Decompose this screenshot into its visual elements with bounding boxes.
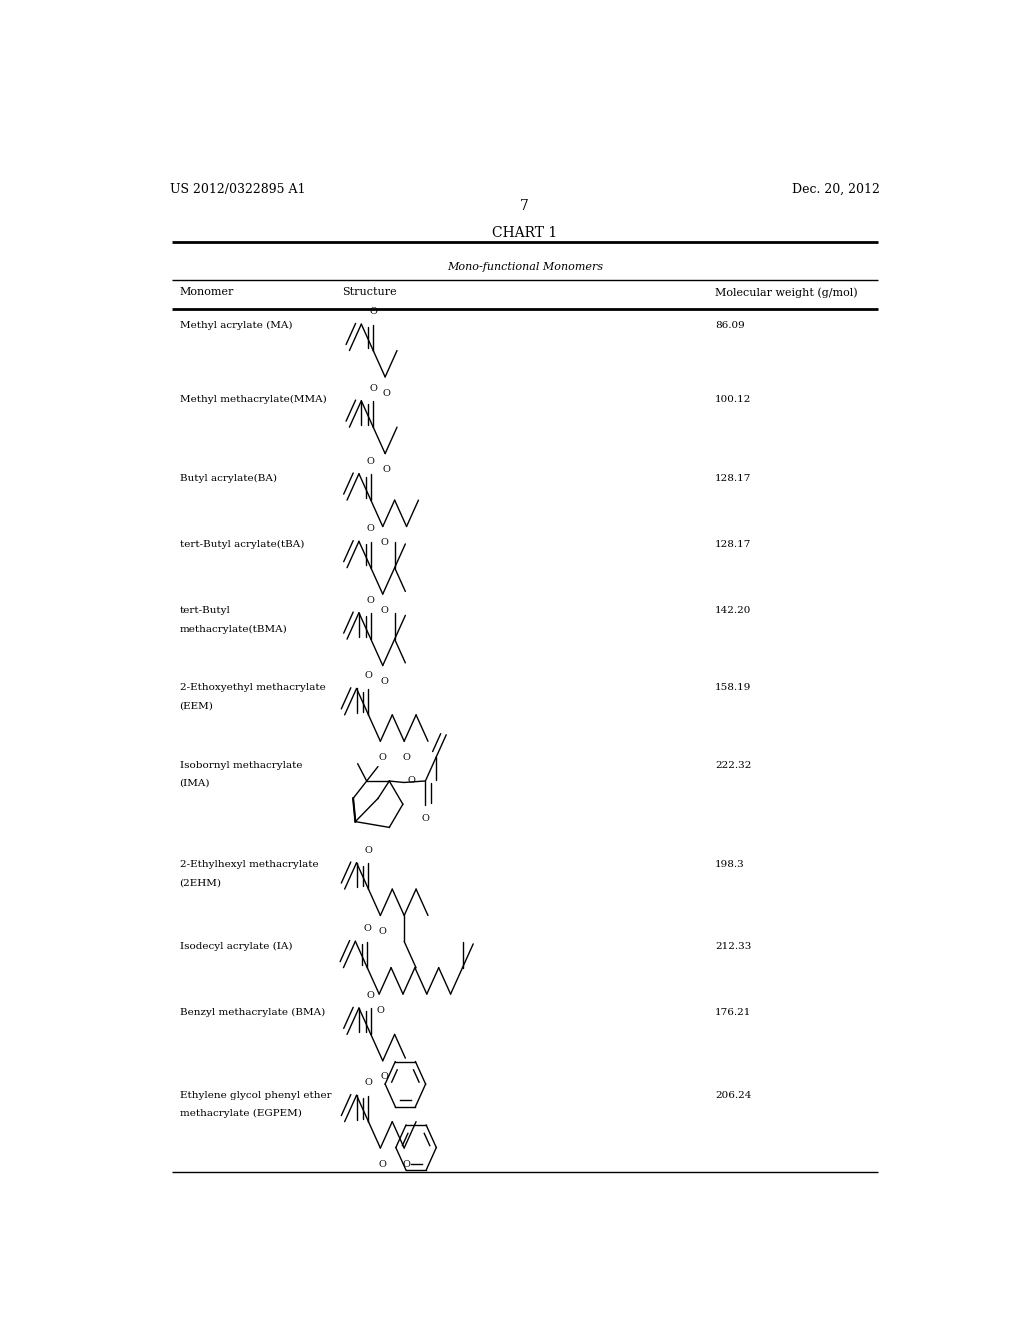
Text: methacrylate(tBMA): methacrylate(tBMA) (179, 624, 288, 634)
Text: O: O (367, 595, 375, 605)
Text: O: O (380, 539, 388, 546)
Text: O: O (367, 991, 375, 1001)
Text: 2-Ethylhexyl methacrylate: 2-Ethylhexyl methacrylate (179, 861, 318, 870)
Text: O: O (402, 752, 411, 762)
Text: tert-Butyl: tert-Butyl (179, 606, 230, 615)
Text: O: O (383, 465, 390, 474)
Text: tert-Butyl acrylate(tBA): tert-Butyl acrylate(tBA) (179, 540, 304, 549)
Text: Isobornyl methacrylate: Isobornyl methacrylate (179, 760, 302, 770)
Text: 198.3: 198.3 (715, 861, 745, 870)
Text: Ethylene glycol phenyl ether: Ethylene glycol phenyl ether (179, 1090, 331, 1100)
Text: O: O (367, 524, 375, 533)
Text: O: O (364, 924, 372, 933)
Text: (2EHM): (2EHM) (179, 879, 221, 887)
Text: Benzyl methacrylate (BMA): Benzyl methacrylate (BMA) (179, 1007, 325, 1016)
Text: O: O (378, 927, 386, 936)
Text: Methyl acrylate (MA): Methyl acrylate (MA) (179, 321, 292, 330)
Text: 206.24: 206.24 (715, 1090, 752, 1100)
Text: O: O (365, 672, 373, 680)
Text: CHART 1: CHART 1 (493, 227, 557, 240)
Text: US 2012/0322895 A1: US 2012/0322895 A1 (170, 182, 305, 195)
Text: O: O (383, 388, 390, 397)
Text: O: O (367, 457, 375, 466)
Text: methacrylate (EGPEM): methacrylate (EGPEM) (179, 1109, 301, 1118)
Text: Molecular weight (g/mol): Molecular weight (g/mol) (715, 286, 858, 297)
Text: 128.17: 128.17 (715, 540, 752, 549)
Text: 142.20: 142.20 (715, 606, 752, 615)
Text: Methyl methacrylate(MMA): Methyl methacrylate(MMA) (179, 395, 327, 404)
Text: O: O (378, 752, 386, 762)
Text: 100.12: 100.12 (715, 395, 752, 404)
Text: (IMA): (IMA) (179, 779, 210, 788)
Text: O: O (380, 677, 388, 686)
Text: Isodecyl acrylate (IA): Isodecyl acrylate (IA) (179, 941, 292, 950)
Text: 7: 7 (520, 199, 529, 213)
Text: O: O (377, 1006, 385, 1015)
Text: O: O (365, 1078, 373, 1088)
Text: Butyl acrylate(BA): Butyl acrylate(BA) (179, 474, 276, 483)
Text: Structure: Structure (342, 286, 397, 297)
Text: 212.33: 212.33 (715, 941, 752, 950)
Text: 222.32: 222.32 (715, 760, 752, 770)
Text: O: O (422, 814, 429, 822)
Text: 2-Ethoxyethyl methacrylate: 2-Ethoxyethyl methacrylate (179, 684, 326, 693)
Text: Dec. 20, 2012: Dec. 20, 2012 (792, 182, 880, 195)
Text: Mono-functional Monomers: Mono-functional Monomers (446, 261, 603, 272)
Text: O: O (402, 1160, 411, 1168)
Text: 176.21: 176.21 (715, 1007, 752, 1016)
Text: O: O (365, 846, 373, 854)
Text: 128.17: 128.17 (715, 474, 752, 483)
Text: O: O (408, 776, 416, 785)
Text: (EEM): (EEM) (179, 702, 213, 710)
Text: 158.19: 158.19 (715, 684, 752, 693)
Text: Monomer: Monomer (179, 286, 233, 297)
Text: O: O (370, 308, 377, 315)
Text: O: O (380, 606, 388, 615)
Text: O: O (378, 1160, 386, 1168)
Text: 86.09: 86.09 (715, 321, 745, 330)
Text: O: O (370, 384, 377, 393)
Text: O: O (380, 1072, 388, 1081)
